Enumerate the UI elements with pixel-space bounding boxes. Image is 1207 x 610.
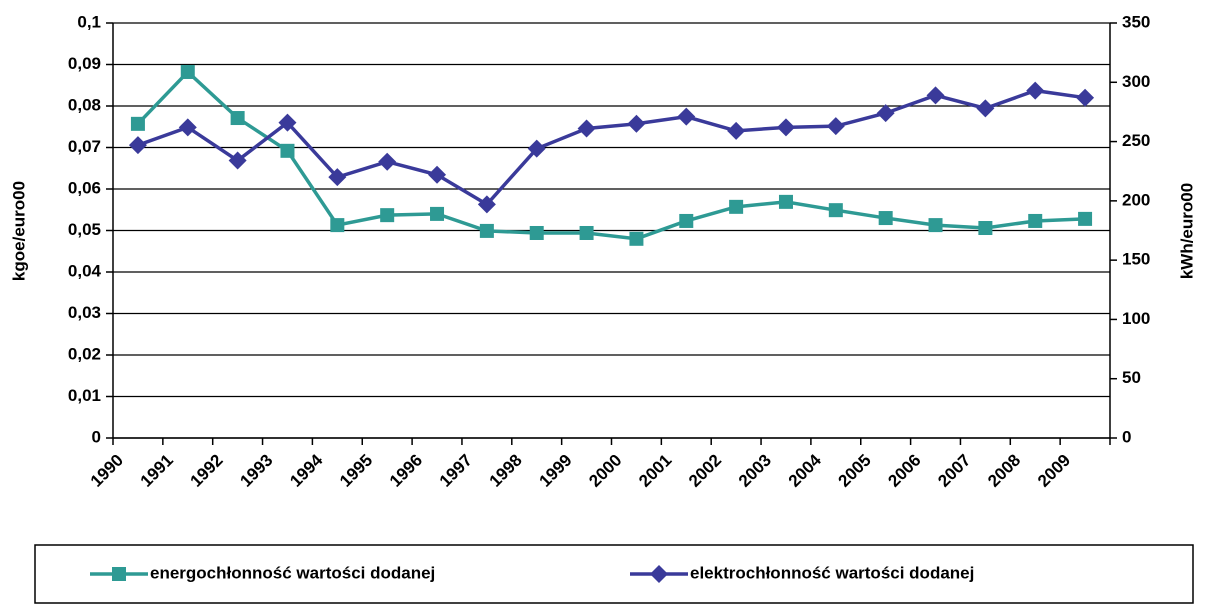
y-tick-label: 0,04 xyxy=(68,261,102,280)
marker xyxy=(629,231,644,246)
marker xyxy=(527,139,546,158)
marker xyxy=(826,117,845,136)
y2-tick-label: 50 xyxy=(1122,368,1141,387)
marker xyxy=(679,213,694,228)
marker xyxy=(729,199,744,214)
marker xyxy=(228,151,247,170)
marker xyxy=(330,218,345,233)
x-tick-label: 1998 xyxy=(486,451,526,491)
x-tick-label: 1993 xyxy=(236,451,276,491)
marker xyxy=(178,118,197,137)
marker xyxy=(876,104,895,123)
legend-box xyxy=(34,544,1194,604)
y-tick-label: 0,07 xyxy=(68,137,101,156)
marker xyxy=(128,136,147,155)
marker xyxy=(577,119,596,138)
x-tick-label: 1992 xyxy=(187,451,227,491)
x-tick-label: 2005 xyxy=(835,451,875,491)
marker xyxy=(1028,213,1043,228)
marker xyxy=(828,203,843,218)
marker xyxy=(430,206,445,221)
x-tick-label: 1996 xyxy=(386,451,426,491)
x-tick-label: 2008 xyxy=(984,451,1024,491)
y-tick-label: 0,06 xyxy=(68,178,101,197)
y-tick-label: 0,1 xyxy=(77,12,101,31)
series-line xyxy=(136,69,1086,241)
marker xyxy=(928,218,943,233)
y2-tick-label: 350 xyxy=(1122,12,1150,31)
marker xyxy=(112,567,126,581)
marker xyxy=(1076,88,1095,107)
x-tick-label: 1991 xyxy=(137,451,177,491)
marker xyxy=(130,116,145,131)
marker xyxy=(627,114,646,133)
x-tick-label: 1995 xyxy=(336,451,376,491)
series-line xyxy=(137,88,1086,207)
marker xyxy=(650,565,668,583)
marker xyxy=(727,121,746,140)
legend-label: energochłonność wartości dodanej xyxy=(150,563,435,582)
marker xyxy=(180,64,195,79)
x-tick-label: 2009 xyxy=(1034,451,1074,491)
marker xyxy=(776,118,795,137)
marker xyxy=(230,111,245,126)
x-tick-label: 2004 xyxy=(785,450,826,491)
marker xyxy=(479,223,494,238)
marker xyxy=(378,152,397,171)
marker xyxy=(978,221,993,236)
y-tick-label: 0 xyxy=(92,427,101,446)
y-tick-label: 0,02 xyxy=(68,344,101,363)
x-tick-label: 1990 xyxy=(87,451,127,491)
y2-axis-title: kWh/euro00 xyxy=(1177,183,1196,279)
y-axis-title: kgoe/euro00 xyxy=(9,181,28,281)
marker xyxy=(1078,211,1093,226)
x-tick-label: 2003 xyxy=(735,451,775,491)
marker xyxy=(529,225,544,240)
marker xyxy=(380,208,395,223)
x-tick-label: 2001 xyxy=(635,451,675,491)
marker xyxy=(1026,81,1045,100)
x-tick-label: 2006 xyxy=(884,451,924,491)
y-tick-label: 0,09 xyxy=(68,54,101,73)
x-tick-label: 2002 xyxy=(685,451,725,491)
y-tick-label: 0,03 xyxy=(68,303,101,322)
legend-label: elektrochłonność wartości dodanej xyxy=(690,563,974,582)
marker xyxy=(280,143,295,158)
marker xyxy=(677,107,696,126)
marker xyxy=(328,168,347,187)
marker xyxy=(926,86,945,105)
marker xyxy=(477,195,496,214)
x-tick-label: 1999 xyxy=(535,451,575,491)
y2-tick-label: 0 xyxy=(1122,427,1131,446)
marker xyxy=(778,194,793,209)
marker xyxy=(278,113,297,132)
marker xyxy=(428,165,447,184)
y2-tick-label: 250 xyxy=(1122,131,1150,150)
x-tick-label: 2007 xyxy=(934,451,974,491)
marker xyxy=(579,225,594,240)
y-tick-label: 0,08 xyxy=(68,95,101,114)
x-tick-label: 1994 xyxy=(286,450,327,491)
y2-tick-label: 300 xyxy=(1122,72,1150,91)
y2-tick-label: 150 xyxy=(1122,250,1150,269)
y-tick-label: 0,05 xyxy=(68,220,101,239)
marker xyxy=(976,99,995,118)
marker xyxy=(878,211,893,226)
y2-tick-label: 100 xyxy=(1122,309,1150,328)
y2-tick-label: 200 xyxy=(1122,190,1150,209)
x-tick-label: 2000 xyxy=(585,451,625,491)
x-tick-label: 1997 xyxy=(436,451,476,491)
y-tick-label: 0,01 xyxy=(68,386,101,405)
